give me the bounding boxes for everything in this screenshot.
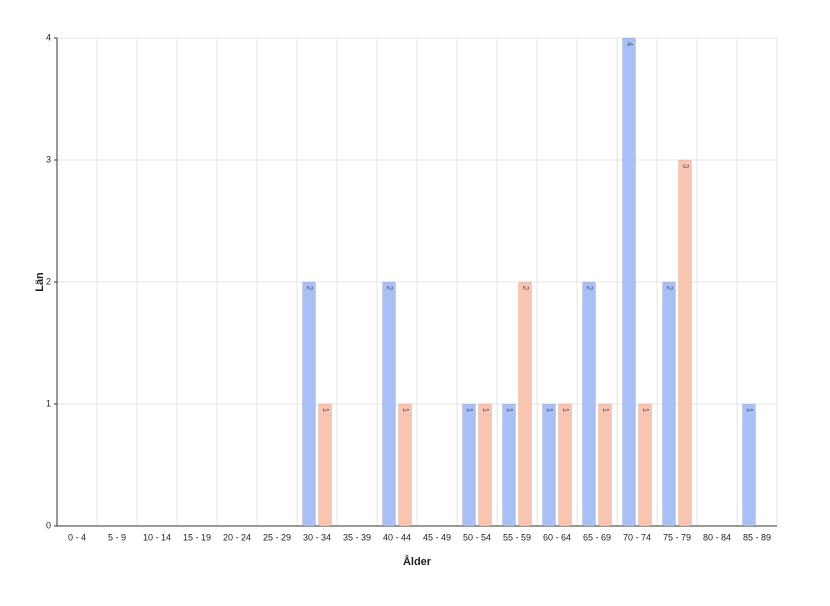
bar-value-label: 1 [601, 408, 610, 413]
bar-value-label: 1 [465, 408, 474, 413]
bar [302, 281, 316, 527]
bar-value-label: 1 [641, 408, 650, 413]
bar-value-label: 2 [585, 286, 594, 291]
y-tick-label: 1 [46, 398, 51, 408]
bar-value-label: 1 [481, 408, 490, 413]
bar [478, 403, 492, 527]
bar [558, 403, 572, 527]
bar-value-label: 1 [505, 408, 514, 413]
x-tick-label: 35 - 39 [343, 532, 371, 542]
x-tick-label: 60 - 64 [543, 532, 571, 542]
x-tick-label: 80 - 84 [703, 532, 731, 542]
x-axis-title: Ålder [403, 555, 432, 568]
y-axis-title: Län [34, 272, 46, 292]
y-tick-label: 2 [46, 276, 51, 286]
x-tick-label: 70 - 74 [623, 532, 651, 542]
bar [502, 403, 516, 527]
y-tick-label: 0 [46, 520, 51, 530]
x-tick-label: 50 - 54 [463, 532, 491, 542]
bar-value-label: 2 [521, 286, 530, 291]
x-tick-label: 85 - 89 [743, 532, 771, 542]
bar [398, 403, 412, 527]
bar-value-label: 2 [385, 286, 394, 291]
bar-value-label: 3 [681, 164, 690, 169]
bar [678, 159, 692, 527]
x-tick-label: 10 - 14 [143, 532, 171, 542]
bar [622, 37, 636, 527]
bar [742, 403, 756, 527]
bar-value-label: 2 [665, 286, 674, 291]
bar [318, 403, 332, 527]
x-tick-label: 25 - 29 [263, 532, 291, 542]
y-tick-label: 4 [46, 32, 51, 42]
bar [382, 281, 396, 527]
bar [462, 403, 476, 527]
bar-value-label: 4 [625, 42, 634, 47]
x-tick-label: 65 - 69 [583, 532, 611, 542]
x-tick-label: 5 - 9 [108, 532, 126, 542]
bar-value-label: 1 [321, 408, 330, 413]
bar-value-label: 1 [545, 408, 554, 413]
bar [638, 403, 652, 527]
x-tick-label: 15 - 19 [183, 532, 211, 542]
x-tick-label: 55 - 59 [503, 532, 531, 542]
bar-value-label: 1 [561, 408, 570, 413]
bar [542, 403, 556, 527]
bar [518, 281, 532, 527]
x-tick-label: 75 - 79 [663, 532, 691, 542]
bar-value-label: 1 [745, 408, 754, 413]
x-tick-label: 45 - 49 [423, 532, 451, 542]
x-tick-label: 20 - 24 [223, 532, 251, 542]
x-tick-label: 0 - 4 [68, 532, 86, 542]
bar-value-label: 2 [305, 286, 314, 291]
y-tick-label: 3 [46, 154, 51, 164]
bar [582, 281, 596, 527]
x-tick-label: 40 - 44 [383, 532, 411, 542]
bar [598, 403, 612, 527]
bar-value-label: 1 [401, 408, 410, 413]
bar [662, 281, 676, 527]
x-tick-label: 30 - 34 [303, 532, 331, 542]
